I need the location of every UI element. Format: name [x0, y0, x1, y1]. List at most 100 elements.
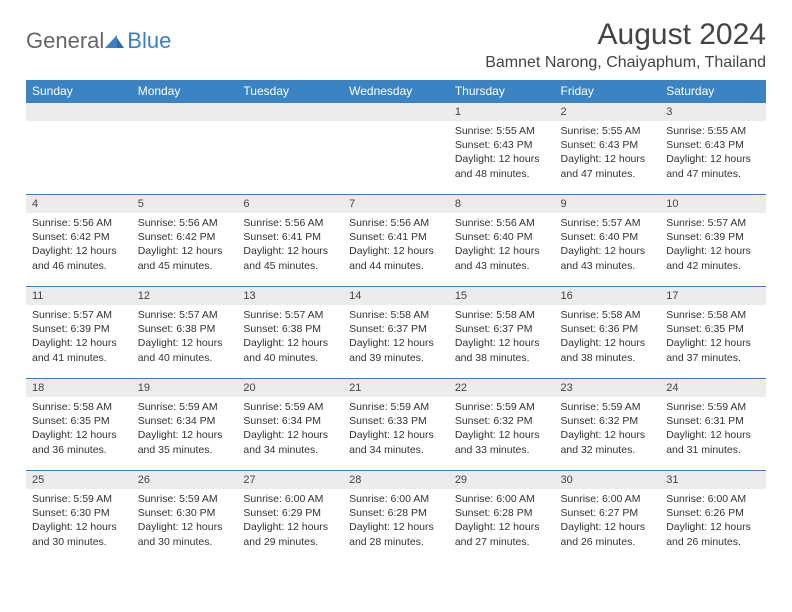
calendar-table: SundayMondayTuesdayWednesdayThursdayFrid… [26, 80, 766, 563]
day-number: 25 [26, 471, 132, 489]
calendar-empty-cell [237, 103, 343, 195]
calendar-day-cell: 30Sunrise: 6:00 AMSunset: 6:27 PMDayligh… [555, 471, 661, 563]
day-details: Sunrise: 5:56 AMSunset: 6:42 PMDaylight:… [26, 213, 132, 279]
calendar-empty-cell [26, 103, 132, 195]
day-details: Sunrise: 5:59 AMSunset: 6:32 PMDaylight:… [555, 397, 661, 463]
day-number: 27 [237, 471, 343, 489]
calendar-day-cell: 4Sunrise: 5:56 AMSunset: 6:42 PMDaylight… [26, 195, 132, 287]
day-details: Sunrise: 5:56 AMSunset: 6:41 PMDaylight:… [343, 213, 449, 279]
day-details: Sunrise: 5:59 AMSunset: 6:31 PMDaylight:… [660, 397, 766, 463]
calendar-week-row: 18Sunrise: 5:58 AMSunset: 6:35 PMDayligh… [26, 379, 766, 471]
day-number: 22 [449, 379, 555, 397]
calendar-day-cell: 6Sunrise: 5:56 AMSunset: 6:41 PMDaylight… [237, 195, 343, 287]
calendar-day-cell: 28Sunrise: 6:00 AMSunset: 6:28 PMDayligh… [343, 471, 449, 563]
day-details: Sunrise: 5:57 AMSunset: 6:39 PMDaylight:… [660, 213, 766, 279]
weekday-header: Monday [132, 80, 238, 103]
calendar-day-cell: 29Sunrise: 6:00 AMSunset: 6:28 PMDayligh… [449, 471, 555, 563]
day-number: 14 [343, 287, 449, 305]
calendar-week-row: 11Sunrise: 5:57 AMSunset: 6:39 PMDayligh… [26, 287, 766, 379]
logo-triangle-icon [105, 28, 125, 54]
calendar-day-cell: 31Sunrise: 6:00 AMSunset: 6:26 PMDayligh… [660, 471, 766, 563]
calendar-day-cell: 21Sunrise: 5:59 AMSunset: 6:33 PMDayligh… [343, 379, 449, 471]
calendar-day-cell: 5Sunrise: 5:56 AMSunset: 6:42 PMDaylight… [132, 195, 238, 287]
logo-text-general: General [26, 28, 104, 54]
day-number: 31 [660, 471, 766, 489]
day-number: 13 [237, 287, 343, 305]
day-details: Sunrise: 5:57 AMSunset: 6:38 PMDaylight:… [237, 305, 343, 371]
calendar-day-cell: 25Sunrise: 5:59 AMSunset: 6:30 PMDayligh… [26, 471, 132, 563]
weekday-header: Friday [555, 80, 661, 103]
day-number [26, 103, 132, 121]
day-details: Sunrise: 5:57 AMSunset: 6:39 PMDaylight:… [26, 305, 132, 371]
day-details: Sunrise: 6:00 AMSunset: 6:28 PMDaylight:… [343, 489, 449, 555]
day-number: 30 [555, 471, 661, 489]
month-title: August 2024 [485, 18, 766, 52]
day-number: 5 [132, 195, 238, 213]
day-number: 18 [26, 379, 132, 397]
calendar-day-cell: 18Sunrise: 5:58 AMSunset: 6:35 PMDayligh… [26, 379, 132, 471]
day-details: Sunrise: 5:57 AMSunset: 6:40 PMDaylight:… [555, 213, 661, 279]
day-details [132, 121, 238, 181]
calendar-day-cell: 7Sunrise: 5:56 AMSunset: 6:41 PMDaylight… [343, 195, 449, 287]
weekday-header: Thursday [449, 80, 555, 103]
day-number: 3 [660, 103, 766, 121]
day-details: Sunrise: 5:56 AMSunset: 6:41 PMDaylight:… [237, 213, 343, 279]
day-number [132, 103, 238, 121]
weekday-header: Saturday [660, 80, 766, 103]
calendar-day-cell: 14Sunrise: 5:58 AMSunset: 6:37 PMDayligh… [343, 287, 449, 379]
day-number: 21 [343, 379, 449, 397]
calendar-empty-cell [343, 103, 449, 195]
logo-text-blue: Blue [127, 28, 171, 54]
calendar-day-cell: 13Sunrise: 5:57 AMSunset: 6:38 PMDayligh… [237, 287, 343, 379]
calendar-day-cell: 1Sunrise: 5:55 AMSunset: 6:43 PMDaylight… [449, 103, 555, 195]
calendar-week-row: 4Sunrise: 5:56 AMSunset: 6:42 PMDaylight… [26, 195, 766, 287]
day-details: Sunrise: 5:55 AMSunset: 6:43 PMDaylight:… [660, 121, 766, 187]
day-details: Sunrise: 6:00 AMSunset: 6:28 PMDaylight:… [449, 489, 555, 555]
calendar-day-cell: 15Sunrise: 5:58 AMSunset: 6:37 PMDayligh… [449, 287, 555, 379]
weekday-header-row: SundayMondayTuesdayWednesdayThursdayFrid… [26, 80, 766, 103]
day-number: 26 [132, 471, 238, 489]
day-details: Sunrise: 5:58 AMSunset: 6:36 PMDaylight:… [555, 305, 661, 371]
day-details: Sunrise: 5:55 AMSunset: 6:43 PMDaylight:… [555, 121, 661, 187]
calendar-week-row: 1Sunrise: 5:55 AMSunset: 6:43 PMDaylight… [26, 103, 766, 195]
calendar-day-cell: 17Sunrise: 5:58 AMSunset: 6:35 PMDayligh… [660, 287, 766, 379]
calendar-day-cell: 9Sunrise: 5:57 AMSunset: 6:40 PMDaylight… [555, 195, 661, 287]
day-details: Sunrise: 6:00 AMSunset: 6:29 PMDaylight:… [237, 489, 343, 555]
day-number: 17 [660, 287, 766, 305]
day-number: 7 [343, 195, 449, 213]
calendar-day-cell: 16Sunrise: 5:58 AMSunset: 6:36 PMDayligh… [555, 287, 661, 379]
day-details: Sunrise: 5:59 AMSunset: 6:34 PMDaylight:… [237, 397, 343, 463]
calendar-page: General Blue August 2024 Bamnet Narong, … [0, 0, 792, 583]
calendar-day-cell: 23Sunrise: 5:59 AMSunset: 6:32 PMDayligh… [555, 379, 661, 471]
day-number: 28 [343, 471, 449, 489]
day-number: 20 [237, 379, 343, 397]
weekday-header: Tuesday [237, 80, 343, 103]
day-number: 24 [660, 379, 766, 397]
day-number: 8 [449, 195, 555, 213]
day-details: Sunrise: 5:59 AMSunset: 6:30 PMDaylight:… [26, 489, 132, 555]
day-details [343, 121, 449, 181]
day-number [343, 103, 449, 121]
day-number: 29 [449, 471, 555, 489]
day-number: 12 [132, 287, 238, 305]
calendar-day-cell: 20Sunrise: 5:59 AMSunset: 6:34 PMDayligh… [237, 379, 343, 471]
weekday-header: Sunday [26, 80, 132, 103]
day-details [26, 121, 132, 181]
day-details: Sunrise: 5:58 AMSunset: 6:37 PMDaylight:… [343, 305, 449, 371]
day-number: 11 [26, 287, 132, 305]
day-details: Sunrise: 6:00 AMSunset: 6:26 PMDaylight:… [660, 489, 766, 555]
day-number: 23 [555, 379, 661, 397]
calendar-body: 1Sunrise: 5:55 AMSunset: 6:43 PMDaylight… [26, 103, 766, 563]
calendar-day-cell: 22Sunrise: 5:59 AMSunset: 6:32 PMDayligh… [449, 379, 555, 471]
calendar-day-cell: 27Sunrise: 6:00 AMSunset: 6:29 PMDayligh… [237, 471, 343, 563]
day-details [237, 121, 343, 181]
day-number: 19 [132, 379, 238, 397]
day-details: Sunrise: 5:56 AMSunset: 6:40 PMDaylight:… [449, 213, 555, 279]
day-details: Sunrise: 6:00 AMSunset: 6:27 PMDaylight:… [555, 489, 661, 555]
calendar-empty-cell [132, 103, 238, 195]
calendar-day-cell: 8Sunrise: 5:56 AMSunset: 6:40 PMDaylight… [449, 195, 555, 287]
day-number: 16 [555, 287, 661, 305]
day-number: 4 [26, 195, 132, 213]
day-number [237, 103, 343, 121]
day-details: Sunrise: 5:58 AMSunset: 6:37 PMDaylight:… [449, 305, 555, 371]
